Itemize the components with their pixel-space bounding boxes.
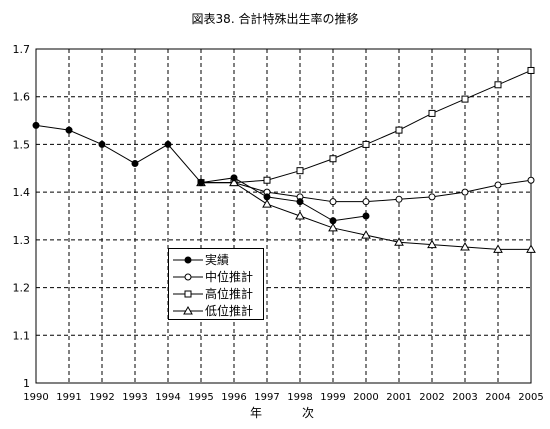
legend-item-actual: 実績 — [169, 252, 265, 268]
data-point — [461, 95, 469, 103]
chart-title: 図表38. 合計特殊出生率の推移 — [191, 12, 359, 26]
legend-item-low: 低位推計 — [169, 303, 265, 319]
data-point — [527, 176, 535, 184]
x-tick-label: 1996 — [221, 392, 246, 403]
x-tick-label: 2005 — [518, 392, 543, 403]
y-axis-ticks: 1 1.1 1.2 1.3 1.4 1.5 1.6 1.7 — [13, 43, 31, 390]
x-axis-ticks: 1990 1991 1992 1993 1994 1995 1996 1997 1998 1999… — [23, 392, 543, 403]
data-point — [428, 109, 436, 117]
x-tick-label: 1992 — [89, 392, 114, 403]
data-point — [395, 195, 403, 203]
x-tick-label: 2004 — [485, 392, 510, 403]
legend-label-low: 低位推計 — [205, 304, 254, 318]
data-point — [362, 212, 370, 220]
data-point — [263, 176, 271, 184]
data-point — [494, 81, 502, 89]
legend-label-medium: 中位推計 — [205, 270, 254, 284]
legend-item-high: 高位推計 — [169, 286, 265, 302]
data-point — [295, 210, 305, 220]
y-tick-label: 1 — [23, 377, 30, 390]
open-circle-marker-icon — [173, 273, 203, 281]
data-point — [230, 174, 238, 182]
data-point — [361, 230, 371, 239]
y-tick-label: 1.2 — [13, 282, 31, 295]
x-tick-label: 1999 — [320, 392, 345, 403]
x-tick-label: 2002 — [419, 392, 444, 403]
y-tick-label: 1.7 — [13, 43, 31, 56]
data-point — [362, 198, 370, 206]
x-tick-label: 1995 — [188, 392, 213, 403]
y-tick-label: 1.3 — [13, 234, 31, 247]
x-tick-label: 2003 — [452, 392, 477, 403]
data-point — [296, 198, 304, 206]
legend-label-high: 高位推計 — [205, 287, 254, 301]
series — [32, 66, 536, 253]
data-point — [428, 193, 436, 201]
data-point — [494, 181, 502, 189]
data-point — [460, 242, 470, 251]
x-tick-label: 1994 — [155, 392, 180, 403]
data-point — [329, 155, 337, 163]
data-point — [164, 140, 172, 148]
data-point — [527, 66, 535, 74]
data-point — [394, 237, 404, 246]
data-point — [493, 244, 503, 253]
data-point — [32, 121, 40, 129]
y-tick-label: 1.5 — [13, 138, 31, 151]
data-point — [395, 126, 403, 134]
data-point — [427, 239, 437, 249]
data-point — [461, 188, 469, 196]
data-point — [98, 140, 106, 148]
x-tick-label: 1998 — [287, 392, 312, 403]
data-point — [65, 126, 73, 134]
open-square-marker-icon — [173, 290, 203, 298]
x-tick-label: 1993 — [122, 392, 147, 403]
x-tick-label: 2001 — [386, 392, 411, 403]
data-point — [197, 179, 205, 187]
x-axis-label: 年 次 — [250, 406, 329, 420]
series-group — [32, 121, 370, 225]
series-group — [196, 177, 536, 253]
x-tick-label: 1990 — [23, 392, 48, 403]
data-point — [329, 198, 337, 206]
x-tick-label: 1997 — [254, 392, 279, 403]
data-point — [229, 177, 239, 187]
data-point — [262, 199, 272, 208]
y-tick-label: 1.6 — [13, 91, 31, 104]
legend-label-actual: 実績 — [205, 253, 230, 267]
data-point — [526, 244, 536, 253]
filled-circle-marker-icon — [173, 256, 203, 264]
plot-area-border — [35, 48, 532, 384]
grid — [36, 49, 531, 383]
x-tick-label: 1991 — [56, 392, 81, 403]
x-tick-label: 2000 — [353, 392, 378, 403]
data-point — [329, 217, 337, 225]
legend-item-medium: 中位推計 — [169, 269, 265, 285]
data-point — [131, 160, 139, 168]
legend: 実績 中位推計 高位推計 低位推計 — [168, 248, 264, 320]
data-point — [296, 167, 304, 175]
y-tick-label: 1.4 — [13, 186, 31, 199]
data-point — [328, 222, 338, 232]
data-point — [263, 193, 271, 201]
open-triangle-marker-icon — [173, 305, 203, 315]
y-tick-label: 1.1 — [13, 329, 31, 342]
data-point — [362, 140, 370, 148]
